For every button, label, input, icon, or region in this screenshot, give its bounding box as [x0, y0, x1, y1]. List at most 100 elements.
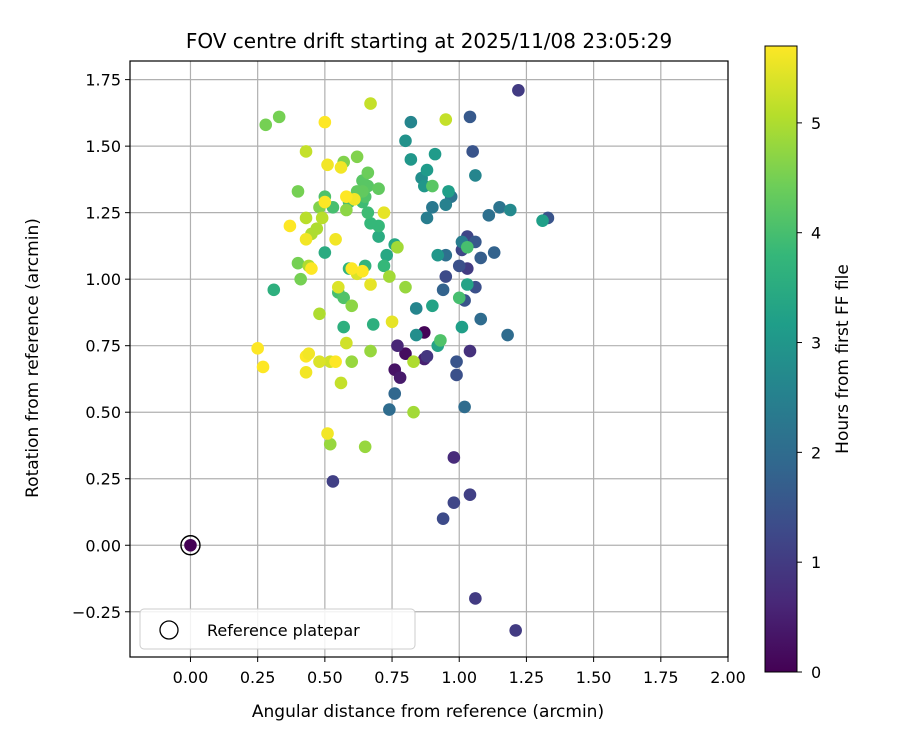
- grid-layer: [130, 61, 729, 657]
- colorbar-tick-label: 4: [811, 224, 821, 243]
- data-point: [267, 283, 281, 297]
- colorbar-tick-label: 2: [811, 443, 821, 462]
- data-point: [310, 222, 324, 235]
- x-tick-label: 0.75: [374, 668, 410, 687]
- x-tick-label: 0.25: [240, 668, 276, 687]
- data-point: [447, 451, 461, 464]
- data-point: [340, 203, 353, 217]
- data-point: [504, 203, 517, 217]
- x-ticks: 0.00 0.25 0.50 0.75 1.00 1.25 1.50 1.75 2.00: [173, 657, 746, 687]
- data-point: [372, 182, 385, 196]
- data-point: [452, 291, 466, 305]
- data-point: [385, 315, 399, 329]
- colorbar-label: Hours from first FF file: [833, 264, 853, 454]
- data-point: [536, 214, 549, 227]
- data-point: [463, 344, 477, 358]
- data-point: [329, 355, 342, 368]
- data-point: [434, 334, 447, 347]
- data-point: [463, 110, 477, 124]
- data-point: [256, 360, 270, 374]
- data-point: [361, 206, 375, 219]
- data-point: [337, 320, 350, 334]
- data-point: [313, 307, 326, 321]
- data-point: [251, 342, 264, 355]
- y-tick-label: 0.00: [85, 536, 121, 555]
- data-point: [321, 158, 334, 172]
- y-tick-label: 0.50: [85, 403, 121, 422]
- data-point: [469, 169, 482, 182]
- data-point: [404, 115, 418, 129]
- data-point: [299, 211, 313, 225]
- data-point: [428, 147, 442, 161]
- legend: Reference platepar: [139, 608, 416, 650]
- data-point: [450, 368, 463, 382]
- data-point: [299, 145, 313, 158]
- y-tick-label: 0.75: [85, 337, 121, 356]
- data-point: [474, 312, 488, 326]
- data-point: [447, 496, 461, 509]
- data-point: [399, 134, 412, 148]
- data-point: [436, 283, 450, 297]
- data-point: [383, 403, 396, 416]
- x-tick-label: 0.00: [173, 668, 209, 687]
- y-tick-label: 1.75: [85, 71, 121, 90]
- data-point: [509, 624, 522, 637]
- data-point: [364, 278, 377, 291]
- data-point: [439, 113, 453, 126]
- data-point: [294, 272, 307, 286]
- data-point: [380, 248, 393, 262]
- data-point: [283, 219, 297, 233]
- data-point: [272, 110, 286, 124]
- data-point: [366, 318, 380, 331]
- data-point: [452, 259, 466, 273]
- data-point: [463, 488, 477, 501]
- data-point: [388, 387, 402, 400]
- data-point: [460, 240, 474, 254]
- data-point: [391, 339, 404, 352]
- data-point: [318, 195, 332, 209]
- x-tick-label: 0.50: [307, 668, 343, 687]
- data-point: [407, 355, 420, 368]
- data-point: [436, 512, 450, 525]
- data-point: [305, 262, 318, 275]
- data-point: [377, 206, 391, 219]
- data-point: [393, 371, 407, 384]
- data-point: [407, 405, 420, 419]
- data-point: [340, 336, 353, 350]
- data-point: [409, 302, 423, 315]
- x-tick-label: 1.50: [576, 668, 612, 687]
- y-axis-label: Rotation from reference (arcmin): [23, 218, 43, 498]
- legend-box: [139, 608, 416, 650]
- data-point: [364, 97, 377, 110]
- data-point: [291, 185, 305, 198]
- data-point: [302, 347, 316, 360]
- colorbar-tick-label: 1: [811, 553, 821, 572]
- data-point: [487, 246, 501, 259]
- data-point: [442, 185, 455, 198]
- data-point: [420, 211, 434, 225]
- y-tick-label: 0.25: [85, 470, 121, 489]
- data-point: [512, 83, 525, 97]
- data-point: [377, 259, 391, 273]
- data-point: [329, 232, 342, 246]
- data-point: [356, 264, 369, 278]
- legend-marker: [159, 620, 179, 640]
- data-point: [399, 347, 412, 360]
- data-point: [439, 270, 453, 283]
- data-point: [337, 291, 350, 305]
- reference-layer: [180, 535, 201, 556]
- y-tick-label: 1.25: [85, 204, 121, 223]
- colorbar-tick-label: 0: [811, 663, 821, 682]
- chart-title: FOV centre drift starting at 2025/11/08 …: [186, 29, 672, 53]
- data-point: [340, 190, 353, 203]
- data-point: [184, 538, 197, 552]
- data-point: [345, 299, 359, 313]
- data-point: [331, 280, 345, 294]
- legend-label: Reference platepar: [207, 621, 360, 640]
- y-ticks: −0.25 0.00 0.25 0.50 0.75 1.00 1.25 1.50 1.75: [72, 71, 130, 622]
- y-tick-label: −0.25: [72, 603, 121, 622]
- reference-marker: [180, 535, 201, 556]
- data-point: [399, 280, 412, 294]
- x-tick-label: 1.00: [441, 668, 477, 687]
